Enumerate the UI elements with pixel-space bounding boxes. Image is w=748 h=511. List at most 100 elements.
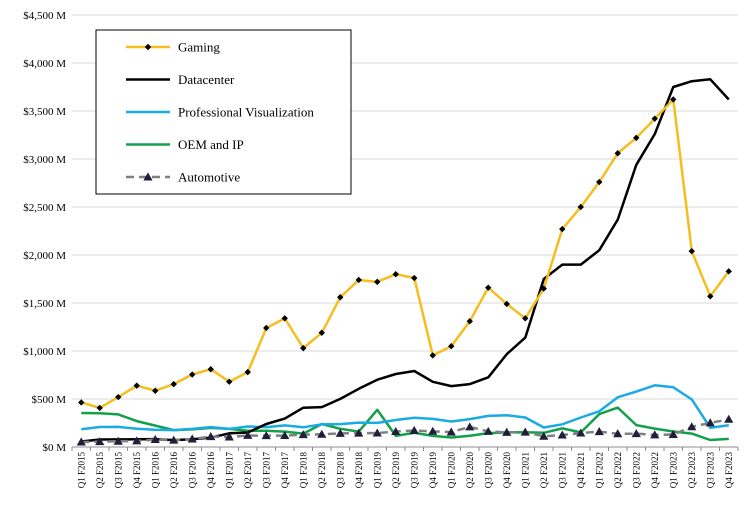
gaming-point [411, 274, 418, 282]
gaming-point [355, 276, 362, 284]
automotive-point [335, 428, 345, 437]
automotive-point [613, 429, 623, 438]
x-tick-label: Q2 F2019 [391, 452, 401, 489]
automotive-point [576, 428, 586, 437]
gaming-point [263, 324, 270, 332]
gaming-point [170, 380, 177, 388]
automotive-point [354, 428, 364, 437]
automotive-point [243, 430, 253, 439]
gaming-point [152, 387, 159, 394]
gaming-point [189, 371, 196, 378]
gaming-point [540, 285, 547, 292]
automotive-point [76, 437, 86, 446]
x-axis: Q1 F2015 Q2 F2015 Q3 F2015 Q4 F2015 Q1 F2016… [71, 447, 739, 489]
x-tick-label: Q4 F2017 [280, 452, 290, 489]
legend-label: Automotive [178, 170, 240, 185]
automotive-point [557, 430, 567, 439]
x-tick-label: Q3 F2015 [113, 452, 123, 489]
automotive-point [280, 430, 290, 440]
gaming-point [577, 203, 584, 211]
y-tick-label: $500 M [31, 394, 66, 406]
x-tick-label: Q1 F2022 [594, 452, 604, 488]
series-professional-visualization [81, 384, 729, 432]
gaming-point [96, 404, 103, 412]
automotive-point [132, 436, 142, 445]
x-tick-label: Q1 F2021 [520, 452, 530, 488]
x-tick-label: Q4 F2023 [724, 452, 734, 489]
automotive-point [206, 432, 216, 441]
gaming-point [300, 344, 307, 352]
y-tick-label: $4,000 M [23, 58, 66, 70]
x-tick-label: Q2 F2016 [169, 452, 179, 489]
automotive-point [446, 427, 456, 436]
legend-label: Professional Visualization [178, 105, 314, 120]
gaming-point [707, 293, 714, 300]
series-automotive [76, 414, 734, 446]
automotive-point [428, 426, 438, 435]
automotive-point [261, 431, 271, 440]
automotive-point [705, 418, 715, 427]
series-layer [76, 78, 734, 446]
x-tick-label: Q1 F2015 [76, 452, 86, 489]
gaming-point [244, 368, 251, 376]
y-tick-label: $1,500 M [23, 298, 66, 310]
x-tick-label: Q1 F2020 [446, 452, 456, 489]
gaming-point [133, 382, 140, 389]
gaming-point [115, 393, 122, 401]
x-tick-label: Q1 F2016 [150, 452, 160, 489]
automotive-point [631, 429, 641, 438]
automotive-point [317, 429, 327, 438]
automotive-point [483, 426, 493, 435]
automotive-point [539, 431, 549, 440]
x-tick-label: Q3 F2018 [335, 452, 345, 489]
x-tick-label: Q4 F2022 [650, 452, 660, 488]
y-tick-label: $3,000 M [23, 154, 66, 166]
x-tick-label: Q4 F2019 [428, 452, 438, 489]
professional-visualization-line [81, 384, 729, 432]
automotive-point [113, 436, 123, 445]
series-gaming [78, 96, 732, 412]
automotive-point [150, 434, 160, 443]
legend-item-gaming: Gaming [126, 40, 220, 55]
legend-label: Gaming [178, 40, 220, 55]
x-tick-label: Q2 F2018 [317, 452, 327, 489]
gaming-point [633, 134, 640, 142]
y-axis: $0 M $500 M $1,000 M $1,500 M $2,000 M $2,500… [23, 10, 66, 454]
automotive-point [224, 432, 234, 441]
gaming-point [559, 225, 566, 233]
gaming-point [670, 96, 677, 103]
automotive-point [668, 429, 678, 438]
x-tick-label: Q4 F2016 [206, 452, 216, 489]
gaming-point [78, 399, 85, 406]
gaming-point [392, 271, 399, 278]
automotive-point [95, 437, 105, 446]
x-tick-label: Q2 F2020 [465, 452, 475, 489]
gaming-point [651, 115, 658, 122]
legend: Gaming Datacenter Professional Visualizati… [95, 29, 352, 195]
y-tick-label: $1,000 M [23, 346, 66, 358]
automotive-line [81, 418, 730, 444]
legend-marker [144, 43, 152, 51]
x-tick-label: Q1 F2017 [224, 452, 234, 489]
automotive-point [298, 430, 308, 439]
automotive-point [724, 414, 734, 423]
x-tick-label: Q3 F2021 [557, 452, 567, 488]
gaming-point [596, 178, 603, 186]
automotive-point [187, 434, 197, 443]
x-tick-label: Q3 F2019 [409, 452, 419, 489]
x-tick-label: Q2 F2021 [539, 452, 549, 488]
x-tick-label: Q1 F2019 [372, 452, 382, 489]
automotive-point [687, 422, 697, 431]
x-tick-label: Q4 F2018 [354, 452, 364, 489]
x-tick-label: Q3 F2016 [187, 452, 197, 489]
gaming-point [614, 150, 621, 157]
x-tick-label: Q2 F2023 [687, 452, 697, 489]
legend-item-oem-and-ip: OEM and IP [126, 137, 244, 152]
gaming-point [688, 247, 695, 255]
x-tick-label: Q1 F2023 [668, 452, 678, 489]
gaming-point [522, 315, 529, 322]
gaming-point [485, 284, 492, 291]
x-tick-label: Q3 F2020 [483, 452, 493, 489]
automotive-point [594, 427, 604, 436]
